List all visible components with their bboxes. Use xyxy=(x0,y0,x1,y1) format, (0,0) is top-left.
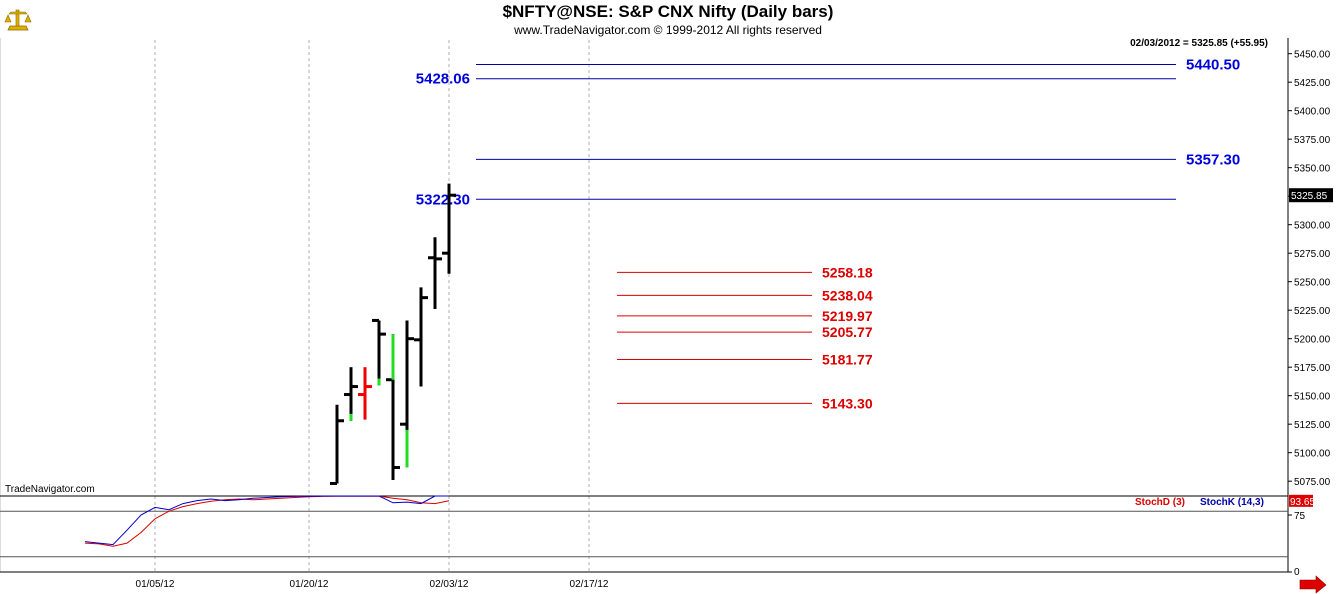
level-label: 5181.77 xyxy=(822,351,873,367)
legend-stochd: StochD (3) xyxy=(1135,497,1185,508)
x-tick-label: 01/20/12 xyxy=(290,579,329,590)
level-label: 5428.06 xyxy=(416,71,470,88)
level-label: 5205.77 xyxy=(822,324,873,340)
y-tick-label: 5175.00 xyxy=(1294,363,1331,374)
level-label: 5238.04 xyxy=(822,287,873,303)
legend-stochk: StochK (14,3) xyxy=(1200,497,1264,508)
last-price-label: 5325.85 xyxy=(1291,191,1328,202)
stoch-last-label: 93.65 xyxy=(1290,497,1315,508)
level-label: 5219.97 xyxy=(822,308,873,324)
y-tick-label: 5200.00 xyxy=(1294,335,1331,346)
y-tick-label: 5150.00 xyxy=(1294,392,1331,403)
stoch-last-badge xyxy=(1289,494,1313,507)
y-tick-label: 5425.00 xyxy=(1294,78,1331,89)
y-tick-label: 5250.00 xyxy=(1294,278,1331,289)
y-tick-label: 5125.00 xyxy=(1294,420,1331,431)
grid-lines xyxy=(154,40,590,572)
level-lines: 5440.50 5428.06 5357.30 5322.30 5258.18 5238.… xyxy=(416,57,1240,412)
y-tick-label: 5100.00 xyxy=(1294,449,1331,460)
y-tick-label: 5300.00 xyxy=(1294,221,1331,232)
level-label: 5440.50 xyxy=(1186,57,1240,74)
chart-title: $NFTY@NSE: S&P CNX Nifty (Daily bars) xyxy=(503,2,834,21)
level-label: 5322.30 xyxy=(416,191,470,208)
price-readout: 02/03/2012 = 5325.85 (+55.95) xyxy=(1130,38,1268,49)
y-tick-label: 5075.00 xyxy=(1294,477,1331,488)
stoch-series-line xyxy=(84,495,449,546)
level-label: 5143.30 xyxy=(822,395,873,411)
y-tick-label: 5275.00 xyxy=(1294,249,1331,260)
price-bars xyxy=(330,183,456,485)
level-label: 5357.30 xyxy=(1186,151,1240,168)
level-label: 5258.18 xyxy=(822,264,873,280)
y-tick-label: 5350.00 xyxy=(1294,164,1331,175)
y-tick-label: 5400.00 xyxy=(1294,107,1331,118)
right-arrow-icon[interactable] xyxy=(1299,575,1327,594)
watermark: TradeNavigator.com xyxy=(5,484,95,495)
chart-subtitle: www.TradeNavigator.com © 1999-2012 All r… xyxy=(513,23,822,37)
y-tick-label: 5450.00 xyxy=(1294,50,1331,61)
stoch-y-tick-label: 75 xyxy=(1294,511,1306,522)
trade-navigator-logo-icon[interactable] xyxy=(3,6,33,34)
x-tick-label: 02/03/12 xyxy=(430,579,469,590)
last-price-badge xyxy=(1289,188,1333,203)
stoch-series-line xyxy=(84,495,450,547)
axes: 01/05/12 01/20/12 02/03/12 02/17/12 5450.00 5… xyxy=(0,38,1333,590)
y-tick-label: 5375.00 xyxy=(1294,135,1331,146)
stoch-y-tick-label: 0 xyxy=(1294,567,1300,578)
stochastic-panel: 75 0 93.65 xyxy=(0,494,1315,578)
x-tick-label: 02/17/12 xyxy=(570,579,609,590)
y-tick-label: 5225.00 xyxy=(1294,306,1331,317)
x-tick-label: 01/05/12 xyxy=(136,579,175,590)
